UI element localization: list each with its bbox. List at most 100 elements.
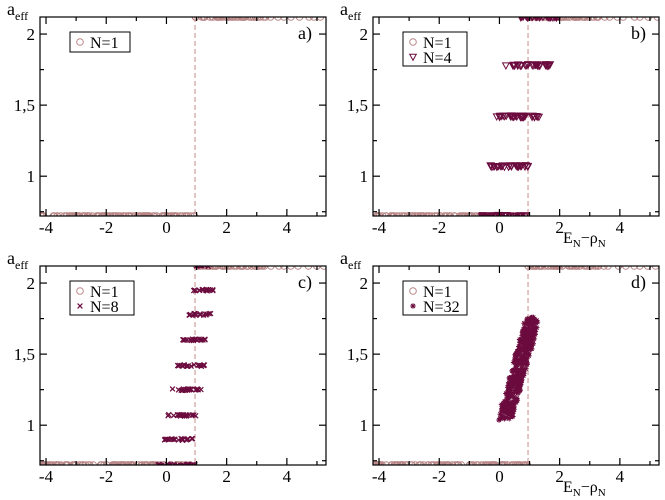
data-point: [85, 461, 94, 465]
data-point: [506, 387, 512, 393]
data-point: [497, 415, 503, 422]
panel-b: -4 -2 0 2 4 1 1,5 2 aeff EN−ρN b) N=1N=4: [340, 0, 660, 250]
data-point: [508, 408, 515, 414]
data-point: [509, 212, 519, 216]
data-point: [506, 409, 513, 416]
data-point: [518, 354, 524, 360]
x-tick-label: 4: [616, 467, 625, 486]
legend-marker: [409, 287, 417, 295]
data-point: [178, 461, 186, 465]
data-point: [506, 415, 512, 422]
x-tick-label: -4: [39, 467, 54, 486]
x-tick-label: 4: [616, 218, 625, 237]
data-point: [516, 387, 523, 394]
data-point: [575, 17, 583, 21]
data-point: [517, 336, 524, 343]
data-point: [416, 461, 425, 465]
data-point: [514, 348, 520, 355]
data-point: [186, 412, 192, 418]
data-point: [613, 17, 622, 21]
data-point: [89, 461, 98, 465]
data-point: [469, 461, 478, 465]
data-point: [571, 17, 580, 21]
data-point: [500, 400, 507, 406]
data-point: [310, 17, 318, 21]
data-point: [513, 373, 519, 379]
y-tick-label: 1: [360, 167, 369, 186]
data-point: [544, 61, 554, 70]
data-point: [43, 461, 52, 465]
x-tick-label: 2: [222, 467, 231, 486]
data-point: [630, 17, 639, 21]
y-tick-label: 1: [27, 167, 36, 186]
data-point: [225, 17, 233, 21]
data-point: [374, 461, 382, 465]
data-point: [653, 17, 659, 21]
legend-label: N=1: [90, 284, 119, 301]
data-point: [503, 407, 509, 414]
data-point: [527, 335, 534, 342]
data-point: [497, 112, 506, 121]
y-tick-label: 2: [27, 274, 36, 293]
data-point: [521, 327, 528, 334]
data-point: [382, 461, 391, 465]
legend-marker: [76, 38, 84, 46]
legend-box: [402, 280, 468, 316]
y-axis-label: aeff: [340, 248, 361, 272]
plot-frame: [372, 16, 660, 217]
panel-a: -4 -2 0 2 4 1 1,5 2 aeff a) N=1: [7, 0, 327, 237]
data-point: [518, 357, 525, 364]
data-point: [532, 325, 538, 332]
data-point: [508, 388, 515, 395]
data-point: [174, 362, 181, 369]
data-point: [266, 17, 275, 21]
data-point: [195, 386, 202, 393]
data-point: [522, 347, 529, 354]
panel-d: -4 -2 0 2 4 1 1,5 2 aeff EN−ρN d) N=1N=32: [340, 248, 660, 499]
data-point: [185, 363, 192, 369]
plot-frame: [39, 265, 327, 466]
data-point: [196, 362, 203, 369]
panel-label: c): [298, 272, 312, 293]
data-point: [433, 461, 441, 465]
data-point: [487, 461, 496, 465]
data-point: [127, 461, 135, 465]
x-tick-label: -4: [372, 218, 387, 237]
data-point: [170, 412, 177, 419]
data-point: [497, 411, 504, 418]
data-point: [524, 359, 530, 366]
panel-label: d): [631, 272, 646, 293]
plot-area: [373, 266, 659, 465]
legend-label: N=1: [423, 35, 452, 52]
data-point: [507, 376, 513, 382]
data-point: [185, 435, 191, 442]
data-point: [201, 361, 207, 368]
data-point: [516, 162, 525, 171]
data-point: [516, 213, 525, 216]
data-point: [644, 17, 653, 21]
x-axis-label: EN−ρN: [563, 230, 606, 250]
data-point: [522, 342, 529, 348]
data-point: [480, 213, 489, 216]
data-point: [532, 113, 541, 121]
data-point: [512, 113, 521, 121]
data-point: [474, 461, 482, 465]
plot-frame: [39, 16, 327, 217]
data-point: [119, 461, 127, 465]
x-tick-label: 4: [283, 218, 292, 237]
data-point: [533, 324, 540, 331]
data-point: [520, 112, 530, 121]
data-point: [512, 352, 518, 358]
data-point: [519, 329, 526, 336]
panel-label: a): [298, 23, 312, 44]
data-point: [526, 17, 535, 21]
data-point: [188, 386, 195, 393]
x-tick-label: -2: [99, 467, 113, 486]
data-point: [520, 461, 528, 465]
data-point: [49, 461, 57, 465]
data-point: [111, 461, 120, 465]
data-point: [401, 461, 410, 465]
data-point: [512, 398, 519, 404]
data-point: [245, 17, 254, 21]
